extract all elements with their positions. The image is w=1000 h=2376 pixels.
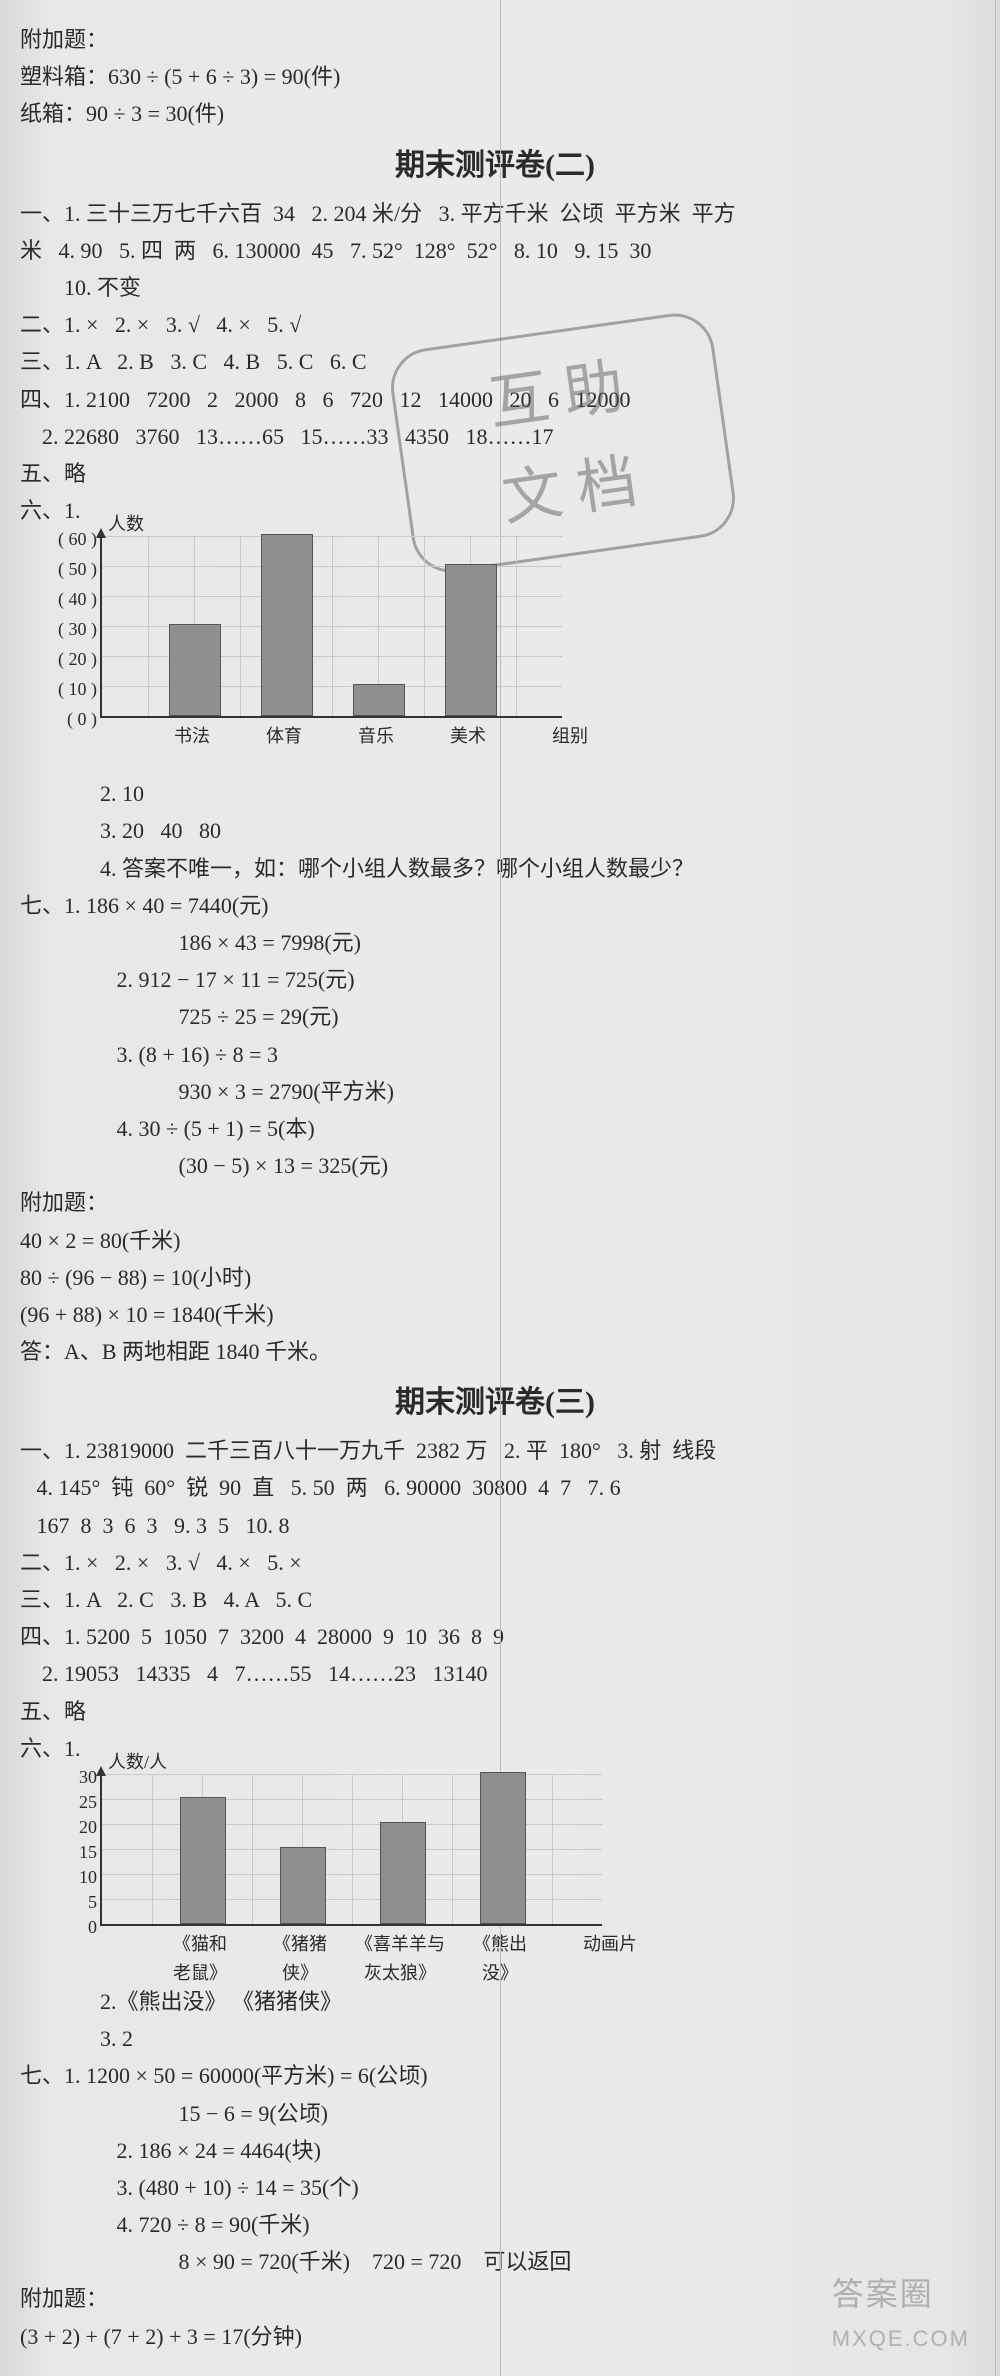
chart-category: 体育 bbox=[234, 722, 334, 751]
chart-bar bbox=[445, 564, 497, 716]
t3-chart-cats: 《猫和 老鼠》《猪猪 侠》《喜羊羊与 灰太狼》《熊出 没》动画片 bbox=[100, 1926, 600, 1976]
chart-ytick: ( 30 ) bbox=[32, 615, 97, 644]
chart-ytick: ( 10 ) bbox=[32, 675, 97, 704]
watermark-top: 答案圈 bbox=[832, 2269, 970, 2320]
chart-ytick: ( 50 ) bbox=[32, 555, 97, 584]
t2-s7: 4. 30 ÷ (5 + 1) = 5(本) bbox=[100, 1111, 980, 1146]
t2-after: 4. 答案不唯一，如：哪个小组人数最多？哪个小组人数最少？ bbox=[100, 851, 980, 886]
watermark: 答案圈 MXQE.COM bbox=[832, 2269, 970, 2355]
chart-ytick: ( 60 ) bbox=[32, 525, 97, 554]
chart-category: 书法 bbox=[142, 722, 242, 751]
chart-ytick: ( 0 ) bbox=[32, 705, 97, 734]
chart-x-axis-label: 组别 bbox=[530, 722, 610, 751]
test3-title: 期末测评卷(三) bbox=[10, 1379, 980, 1427]
center-fold bbox=[500, 0, 501, 2376]
chart-y-label: 人数/人 bbox=[108, 1748, 167, 1777]
chart-y-label: 人数 bbox=[108, 510, 144, 539]
chart-bar bbox=[169, 624, 221, 716]
t2-s7: 725 ÷ 25 = 29(元) bbox=[140, 999, 980, 1034]
t2-after: 2. 10 bbox=[100, 776, 980, 811]
chart-bar bbox=[353, 684, 405, 716]
t2-s7: 930 × 3 = 2790(平方米) bbox=[140, 1074, 980, 1109]
t3-s7: 4. 720 ÷ 8 = 90(千米) bbox=[100, 2207, 980, 2242]
t3-after: 2.《熊出没》 《猪猪侠》 bbox=[100, 1984, 980, 2019]
chart-ytick: 0 bbox=[32, 1913, 97, 1942]
t3-s7: 2. 186 × 24 = 4464(块) bbox=[100, 2133, 980, 2168]
t2-s7: 186 × 43 = 7998(元) bbox=[140, 925, 980, 960]
t2-s7: 2. 912 − 17 × 11 = 725(元) bbox=[100, 962, 980, 997]
chart-category: 《喜羊羊与 灰太狼》 bbox=[350, 1930, 450, 1988]
chart-category: 《猫和 老鼠》 bbox=[150, 1930, 250, 1988]
t3-s7: 3. (480 + 10) ÷ 14 = 35(个) bbox=[100, 2170, 980, 2205]
chart-ytick: ( 20 ) bbox=[32, 645, 97, 674]
t3-chart-wrap: 人数/人302520151050 《猫和 老鼠》《猪猪 侠》《喜羊羊与 灰太狼》… bbox=[100, 1774, 980, 1976]
t3-after: 3. 2 bbox=[100, 2021, 980, 2056]
chart-category: 《猪猪 侠》 bbox=[250, 1930, 350, 1988]
t2-s7: 3. (8 + 16) ÷ 8 = 3 bbox=[100, 1037, 980, 1072]
t2-s7: (30 − 5) × 13 = 325(元) bbox=[140, 1148, 980, 1183]
page: 附加题： 塑料箱：630 ÷ (5 + 6 ÷ 3) = 90(件) 纸箱：90… bbox=[0, 0, 1000, 2376]
chart-category: 《熊出 没》 bbox=[450, 1930, 550, 1988]
chart-bar bbox=[180, 1797, 226, 1924]
chart-bar bbox=[480, 1772, 526, 1924]
chart-x-axis-label: 动画片 bbox=[570, 1930, 650, 1959]
t2-chart: 人数( 60 )( 50 )( 40 )( 30 )( 20 )( 10 )( … bbox=[100, 536, 562, 718]
chart-bar bbox=[280, 1847, 326, 1924]
t2-chart-wrap: 人数( 60 )( 50 )( 40 )( 30 )( 20 )( 10 )( … bbox=[100, 536, 980, 768]
chart-ytick: ( 40 ) bbox=[32, 585, 97, 614]
t3-s7: 15 − 6 = 9(公顷) bbox=[140, 2096, 980, 2131]
t2-chart-cats: 书法体育音乐美术组别 bbox=[100, 718, 560, 768]
test2-title: 期末测评卷(二) bbox=[10, 142, 980, 190]
chart-bar bbox=[261, 534, 313, 716]
chart-category: 音乐 bbox=[326, 722, 426, 751]
chart-bar bbox=[380, 1822, 426, 1924]
watermark-bottom: MXQE.COM bbox=[832, 2321, 970, 2356]
right-edge bbox=[995, 0, 996, 2376]
t3-chart: 人数/人302520151050 bbox=[100, 1774, 602, 1926]
t2-after: 3. 20 40 80 bbox=[100, 813, 980, 848]
chart-category: 美术 bbox=[418, 722, 518, 751]
